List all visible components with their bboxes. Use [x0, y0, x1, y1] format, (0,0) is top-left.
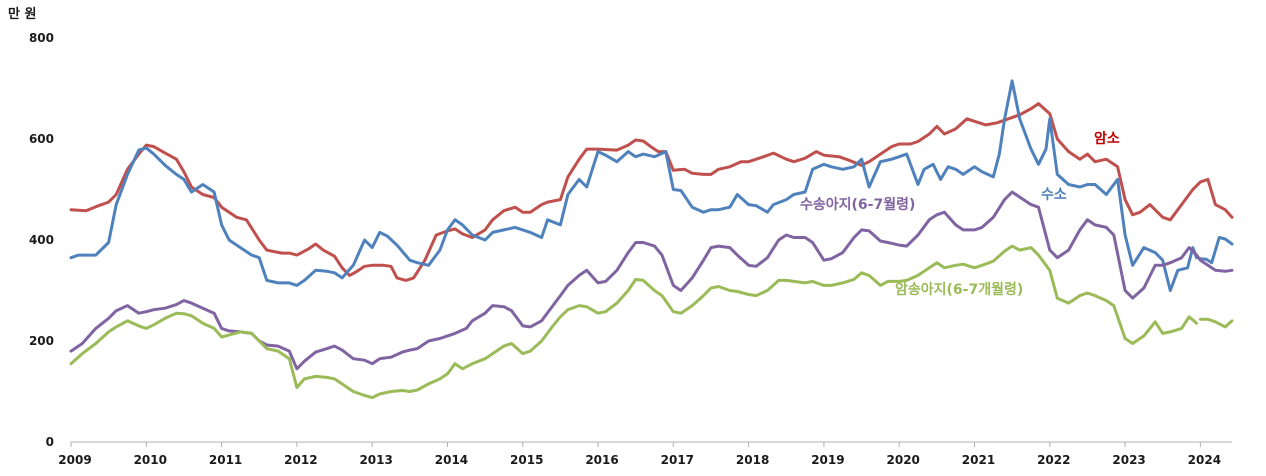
x-tick-label: 2016: [585, 453, 618, 467]
x-tick-label: 2009: [58, 453, 91, 467]
x-tick-label: 2011: [209, 453, 242, 467]
series-label: 수송아지(6-7월령): [800, 196, 915, 213]
x-tick-label: 2015: [510, 453, 543, 467]
x-tick-label: 2014: [435, 453, 468, 467]
y-tick-label: 600: [29, 132, 54, 146]
y-axis-unit-label: 만 원: [8, 6, 36, 22]
series-line: [69, 190, 1234, 371]
series-line: [1198, 236, 1234, 265]
series-label: 암소: [1094, 130, 1120, 147]
x-tick-label: 2021: [962, 453, 995, 467]
y-tick-label: 200: [29, 334, 54, 348]
series-lines: [69, 79, 1234, 400]
x-axis: 2009 2010 2011 2012 2013 2014 2015 2016 2017 2018…: [58, 441, 1232, 467]
series-line: [69, 244, 1199, 400]
series-line: [69, 102, 1234, 282]
x-tick-label: 2023: [1112, 453, 1145, 467]
x-tick-label: 2022: [1037, 453, 1070, 467]
series-label: 수소: [1041, 187, 1067, 203]
x-tick-label: 2020: [887, 453, 920, 467]
x-tick-label: 2012: [284, 453, 317, 467]
x-tick-label: 2017: [661, 453, 694, 467]
x-tick-label: 2018: [736, 453, 769, 467]
series-label: 암송아지(6-7개월령): [895, 281, 1023, 298]
x-tick-label: 2019: [811, 453, 844, 467]
y-tick-label: 800: [29, 31, 54, 45]
x-tick-label: 2024: [1188, 453, 1221, 467]
y-axis-ticks: 0 200 400 600 800: [29, 31, 54, 449]
series-line: [69, 79, 1199, 292]
y-tick-label: 400: [29, 233, 54, 247]
x-tick-label: 2013: [359, 453, 392, 467]
y-tick-label: 0: [46, 435, 54, 449]
series-line: [1198, 317, 1234, 329]
x-tick-label: 2010: [134, 453, 167, 467]
